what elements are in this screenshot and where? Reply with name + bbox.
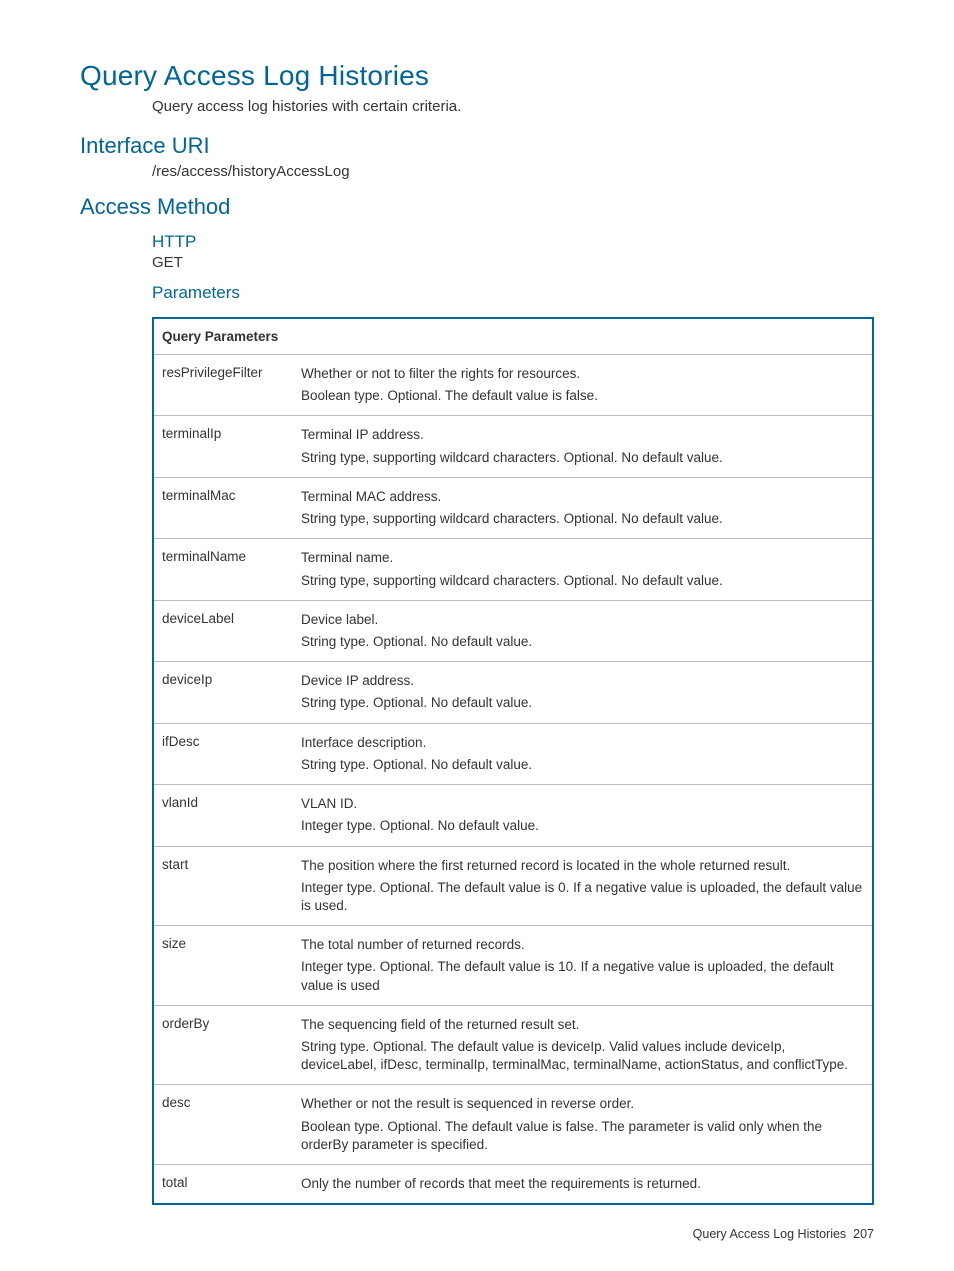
table-row: terminalIp Terminal IP address. String t…: [153, 416, 873, 477]
param-desc-line: Terminal MAC address.: [301, 488, 864, 506]
param-desc-line: String type, supporting wildcard charact…: [301, 449, 864, 467]
parameters-heading: Parameters: [152, 283, 874, 303]
param-name: ifDesc: [153, 723, 293, 784]
param-desc: Terminal IP address. String type, suppor…: [293, 416, 873, 477]
table-row: resPrivilegeFilter Whether or not to fil…: [153, 355, 873, 416]
param-desc-line: Device label.: [301, 611, 864, 629]
param-desc: Whether or not to filter the rights for …: [293, 355, 873, 416]
param-desc-line: String type. Optional. No default value.: [301, 633, 864, 651]
page-title: Query Access Log Histories: [80, 60, 874, 92]
table-row: size The total number of returned record…: [153, 926, 873, 1006]
page-description: Query access log histories with certain …: [152, 98, 874, 115]
table-row: ifDesc Interface description. String typ…: [153, 723, 873, 784]
param-name: deviceIp: [153, 662, 293, 723]
table-row: desc Whether or not the result is sequen…: [153, 1085, 873, 1165]
param-desc-line: String type, supporting wildcard charact…: [301, 572, 864, 590]
param-name: vlanId: [153, 785, 293, 846]
param-desc: Device IP address. String type. Optional…: [293, 662, 873, 723]
footer-label: Query Access Log Histories: [693, 1227, 847, 1241]
param-desc: The sequencing field of the returned res…: [293, 1005, 873, 1085]
param-desc: Device label. String type. Optional. No …: [293, 600, 873, 661]
http-value: GET: [152, 254, 874, 271]
param-name: deviceLabel: [153, 600, 293, 661]
param-name: total: [153, 1165, 293, 1205]
param-desc-line: VLAN ID.: [301, 795, 864, 813]
table-row: start The position where the first retur…: [153, 846, 873, 926]
param-name: terminalName: [153, 539, 293, 600]
param-desc-line: Whether or not to filter the rights for …: [301, 365, 864, 383]
parameters-table: Query Parameters resPrivilegeFilter Whet…: [152, 317, 874, 1205]
interface-uri-value: /res/access/historyAccessLog: [152, 163, 874, 180]
param-desc-line: Whether or not the result is sequenced i…: [301, 1095, 864, 1113]
param-name: desc: [153, 1085, 293, 1165]
param-desc-line: Only the number of records that meet the…: [301, 1175, 864, 1193]
table-row: vlanId VLAN ID. Integer type. Optional. …: [153, 785, 873, 846]
param-desc-line: Device IP address.: [301, 672, 864, 690]
param-desc-line: Terminal IP address.: [301, 426, 864, 444]
param-desc: The position where the first returned re…: [293, 846, 873, 926]
param-desc-line: Interface description.: [301, 734, 864, 752]
param-name: terminalMac: [153, 477, 293, 538]
access-method-heading: Access Method: [80, 194, 874, 220]
param-desc-line: String type, supporting wildcard charact…: [301, 510, 864, 528]
table-row: deviceLabel Device label. String type. O…: [153, 600, 873, 661]
http-heading: HTTP: [152, 232, 874, 252]
param-desc-line: The position where the first returned re…: [301, 857, 864, 875]
param-desc-line: Boolean type. Optional. The default valu…: [301, 387, 864, 405]
param-desc-line: String type. Optional. The default value…: [301, 1038, 864, 1074]
param-desc-line: String type. Optional. No default value.: [301, 694, 864, 712]
param-desc-line: The total number of returned records.: [301, 936, 864, 954]
param-desc: VLAN ID. Integer type. Optional. No defa…: [293, 785, 873, 846]
param-desc-line: Integer type. Optional. The default valu…: [301, 958, 864, 994]
interface-uri-heading: Interface URI: [80, 133, 874, 159]
param-desc-line: Boolean type. Optional. The default valu…: [301, 1118, 864, 1154]
table-row: terminalMac Terminal MAC address. String…: [153, 477, 873, 538]
table-row: deviceIp Device IP address. String type.…: [153, 662, 873, 723]
param-name: start: [153, 846, 293, 926]
table-row: terminalName Terminal name. String type,…: [153, 539, 873, 600]
page-footer: Query Access Log Histories 207: [693, 1227, 874, 1241]
table-header: Query Parameters: [153, 318, 873, 355]
footer-page-number: 207: [853, 1227, 874, 1241]
param-desc-line: String type. Optional. No default value.: [301, 756, 864, 774]
table-row: total Only the number of records that me…: [153, 1165, 873, 1205]
param-desc: Interface description. String type. Opti…: [293, 723, 873, 784]
param-desc-line: Integer type. Optional. No default value…: [301, 817, 864, 835]
param-desc: Terminal name. String type, supporting w…: [293, 539, 873, 600]
param-desc-line: The sequencing field of the returned res…: [301, 1016, 864, 1034]
param-name: terminalIp: [153, 416, 293, 477]
table-body: resPrivilegeFilter Whether or not to fil…: [153, 355, 873, 1205]
param-name: orderBy: [153, 1005, 293, 1085]
param-desc: Only the number of records that meet the…: [293, 1165, 873, 1205]
param-name: size: [153, 926, 293, 1006]
param-desc: Terminal MAC address. String type, suppo…: [293, 477, 873, 538]
param-desc-line: Terminal name.: [301, 549, 864, 567]
param-desc: The total number of returned records. In…: [293, 926, 873, 1006]
param-desc: Whether or not the result is sequenced i…: [293, 1085, 873, 1165]
table-row: orderBy The sequencing field of the retu…: [153, 1005, 873, 1085]
param-name: resPrivilegeFilter: [153, 355, 293, 416]
param-desc-line: Integer type. Optional. The default valu…: [301, 879, 864, 915]
